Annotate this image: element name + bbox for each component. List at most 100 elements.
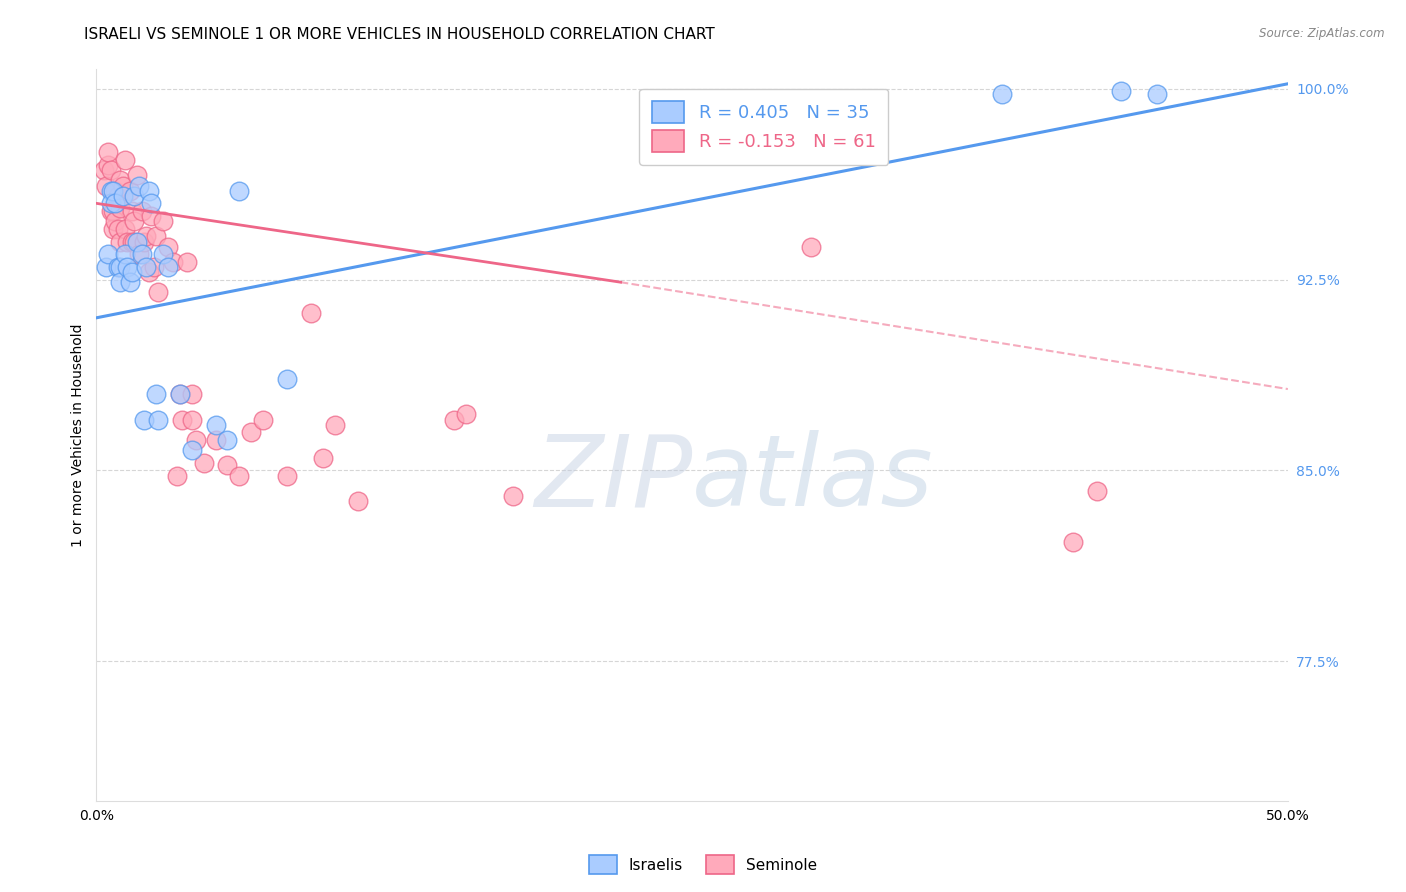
Y-axis label: 1 or more Vehicles in Household: 1 or more Vehicles in Household (72, 323, 86, 547)
Point (124, 188, 146, 202)
Point (114, 221, 136, 235)
Point (186, 433, 208, 447)
Point (114, 247, 136, 261)
Point (108, 235, 131, 249)
Point (142, 260, 165, 274)
Point (228, 468, 250, 483)
Point (193, 456, 215, 470)
Point (148, 285, 170, 300)
Point (104, 196, 127, 211)
Point (94, 260, 117, 274)
Point (166, 468, 188, 483)
Point (800, 239, 823, 253)
Point (124, 235, 146, 249)
Point (100, 184, 122, 198)
Text: atlas: atlas (692, 430, 934, 527)
Point (114, 153, 136, 167)
Point (104, 184, 127, 198)
Text: ZIP: ZIP (534, 430, 692, 527)
Point (111, 188, 134, 202)
Point (138, 184, 160, 198)
Point (108, 173, 131, 187)
Point (131, 247, 153, 261)
Point (276, 468, 298, 483)
Point (132, 235, 155, 249)
Point (162, 255, 184, 269)
Legend: Israelis, Seminole: Israelis, Seminole (583, 849, 823, 880)
Point (121, 204, 143, 219)
Point (217, 433, 239, 447)
Point (169, 387, 191, 401)
Point (108, 202, 131, 216)
Point (97, 145, 120, 160)
Point (204, 433, 226, 447)
Point (276, 372, 298, 386)
Point (128, 178, 150, 193)
Point (252, 412, 274, 426)
Point (152, 247, 174, 261)
Point (180, 443, 202, 458)
Point (118, 184, 141, 198)
Point (128, 247, 150, 261)
Point (1109, 84, 1132, 98)
Point (148, 412, 170, 426)
Point (135, 229, 157, 244)
Point (118, 275, 141, 289)
Point (1146, 87, 1168, 101)
Point (312, 450, 335, 465)
Point (111, 178, 134, 193)
Point (443, 412, 465, 426)
Point (180, 387, 202, 401)
Point (101, 184, 124, 198)
Point (107, 221, 129, 235)
Point (101, 204, 124, 219)
Point (323, 417, 346, 432)
Point (121, 265, 143, 279)
Point (156, 260, 179, 274)
Point (97, 158, 120, 172)
Point (454, 408, 477, 422)
Point (176, 255, 198, 269)
Point (502, 489, 524, 503)
Text: ISRAELI VS SEMINOLE 1 OR MORE VEHICLES IN HOUSEHOLD CORRELATION CHART: ISRAELI VS SEMINOLE 1 OR MORE VEHICLES I… (84, 27, 716, 42)
Point (145, 387, 167, 401)
Point (125, 169, 148, 183)
Point (180, 412, 202, 426)
Point (100, 163, 122, 178)
Point (217, 458, 239, 473)
Point (121, 235, 143, 249)
Point (1085, 483, 1108, 498)
Point (97, 247, 120, 261)
Point (131, 204, 153, 219)
Point (93, 163, 115, 178)
Point (104, 214, 127, 228)
Text: Source: ZipAtlas.com: Source: ZipAtlas.com (1260, 27, 1385, 40)
Point (228, 184, 250, 198)
Point (138, 265, 160, 279)
Point (117, 260, 139, 274)
Point (152, 214, 174, 228)
Point (107, 188, 129, 202)
Point (135, 260, 157, 274)
Point (108, 275, 131, 289)
Point (204, 417, 226, 432)
Point (141, 196, 163, 211)
Point (1062, 534, 1084, 549)
Point (94, 178, 117, 193)
Point (299, 306, 322, 320)
Point (100, 204, 122, 219)
Point (240, 425, 263, 440)
Point (124, 214, 146, 228)
Point (347, 494, 370, 508)
Point (117, 235, 139, 249)
Point (108, 260, 131, 274)
Legend: R = 0.405   N = 35, R = -0.153   N = 61: R = 0.405 N = 35, R = -0.153 N = 61 (640, 88, 889, 165)
Point (991, 87, 1014, 101)
Point (145, 229, 167, 244)
Point (101, 221, 124, 235)
Point (107, 260, 129, 274)
Point (100, 196, 122, 211)
Point (125, 235, 148, 249)
Point (156, 239, 179, 253)
Point (132, 412, 155, 426)
